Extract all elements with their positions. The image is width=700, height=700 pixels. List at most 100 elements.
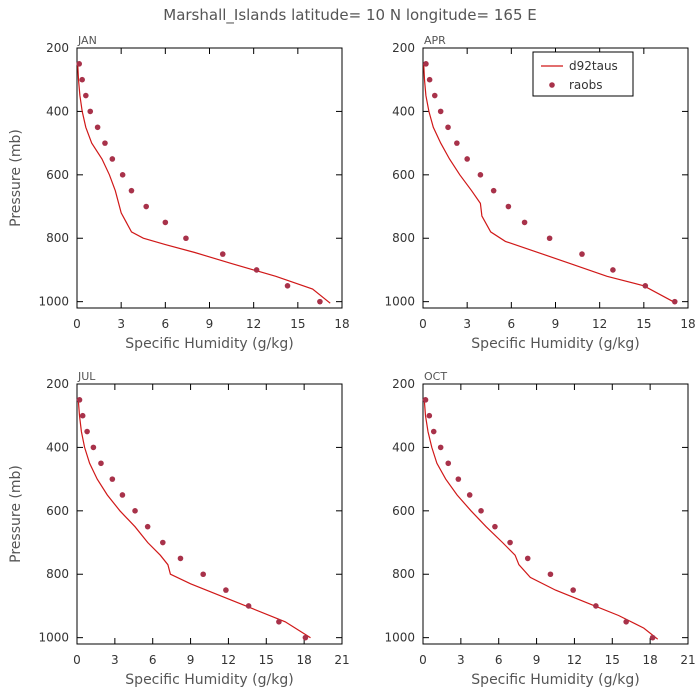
data-point-raobs-oct bbox=[430, 428, 437, 435]
data-point-raobs-jul bbox=[90, 444, 97, 451]
data-point-raobs-jul bbox=[302, 634, 309, 641]
x-tick-label-jan: 18 bbox=[334, 317, 349, 331]
legend-box bbox=[532, 51, 634, 97]
panel-label-oct: OCT bbox=[424, 370, 447, 383]
data-point-raobs-jul bbox=[98, 460, 104, 467]
x-axis-label-jul: Specific Humidity (g/kg) bbox=[125, 672, 293, 688]
data-point-raobs-jul bbox=[160, 539, 166, 546]
data-point-raobs-jan bbox=[109, 156, 116, 162]
data-point-raobs-apr bbox=[642, 283, 649, 289]
data-point-raobs-apr bbox=[490, 187, 497, 194]
data-point-raobs-jan bbox=[284, 283, 291, 289]
x-tick-label-jan: 0 bbox=[73, 317, 81, 331]
data-point-raobs-jan bbox=[219, 251, 226, 257]
data-point-raobs-jan bbox=[94, 124, 101, 131]
panel-label-jan: JAN bbox=[77, 34, 97, 47]
legend-marker-swatch bbox=[549, 82, 555, 88]
data-point-raobs-apr bbox=[546, 235, 553, 242]
x-tick-label-oct: 18 bbox=[643, 653, 658, 667]
panel-jul: JUL 0 3 6 9 12 15 18 21 200 400 600 800 1000 Specific … bbox=[8, 370, 350, 688]
series-line-d92taus-oct bbox=[423, 399, 659, 640]
y-tick-label-jan: 200 bbox=[46, 41, 69, 55]
data-point-raobs-oct bbox=[570, 587, 576, 593]
x-tick-label-jan: 3 bbox=[117, 317, 125, 331]
data-point-raobs-apr bbox=[464, 156, 470, 162]
plot-frame-oct bbox=[422, 383, 689, 645]
data-point-raobs-apr bbox=[610, 267, 616, 273]
data-point-raobs-jul bbox=[223, 587, 229, 593]
x-tick-label-oct: 15 bbox=[605, 653, 620, 667]
y-axis-label-jan: Pressure (mb) bbox=[8, 129, 24, 227]
y-tick-label-oct: 600 bbox=[392, 504, 415, 518]
x-tick-label-oct: 12 bbox=[567, 653, 582, 667]
data-point-raobs-jan bbox=[253, 267, 260, 273]
x-tick-label-oct: 3 bbox=[457, 653, 465, 667]
series-line-d92taus-jan bbox=[77, 63, 331, 304]
x-tick-label-jul: 0 bbox=[73, 653, 81, 667]
data-point-raobs-oct bbox=[524, 555, 531, 562]
panel-label-apr: APR bbox=[424, 34, 446, 47]
panel-jan: JAN 0 3 6 9 12 15 18 200 400 600 800 1000 Specific Hu… bbox=[8, 34, 350, 352]
panel-oct: OCT 0 3 6 9 12 15 18 21 200 400 600 800 1000 Specific … bbox=[384, 370, 695, 688]
y-tick-label-jul: 200 bbox=[46, 377, 69, 391]
data-point-raobs-apr bbox=[431, 92, 438, 99]
data-point-raobs-jan bbox=[79, 76, 85, 83]
plot-frame-jan bbox=[76, 47, 343, 309]
data-point-raobs-jul bbox=[84, 428, 90, 435]
data-point-raobs-apr bbox=[477, 172, 484, 178]
panel-apr: APR 0 3 6 9 12 15 18 200 400 600 800 1000 Specific Hu… bbox=[384, 34, 695, 352]
data-point-raobs-jan bbox=[76, 61, 83, 67]
data-point-raobs-apr bbox=[437, 108, 444, 115]
data-point-raobs-jul bbox=[76, 397, 83, 403]
data-point-raobs-jan bbox=[162, 219, 169, 226]
x-tick-label-jan: 12 bbox=[246, 317, 261, 331]
x-axis-label-apr: Specific Humidity (g/kg) bbox=[471, 336, 639, 352]
x-axis-label-oct: Specific Humidity (g/kg) bbox=[471, 672, 639, 688]
x-tick-label-apr: 15 bbox=[636, 317, 651, 331]
data-point-raobs-jan bbox=[143, 203, 149, 210]
data-point-raobs-apr bbox=[445, 124, 451, 131]
data-point-raobs-oct bbox=[492, 523, 498, 530]
data-point-raobs-jan bbox=[128, 187, 135, 194]
x-tick-label-apr: 9 bbox=[552, 317, 560, 331]
y-tick-label-oct: 200 bbox=[392, 377, 415, 391]
y-tick-label-oct: 1000 bbox=[384, 631, 415, 645]
data-point-raobs-jul bbox=[276, 619, 282, 625]
data-point-raobs-jul bbox=[109, 476, 116, 482]
x-tick-label-jul: 6 bbox=[149, 653, 157, 667]
data-point-raobs-jan bbox=[183, 235, 189, 242]
data-point-raobs-apr bbox=[426, 76, 433, 83]
series-line-d92taus-apr bbox=[423, 63, 674, 303]
data-point-raobs-jul bbox=[177, 555, 184, 562]
x-tick-label-apr: 18 bbox=[680, 317, 695, 331]
x-tick-label-apr: 6 bbox=[508, 317, 516, 331]
data-point-raobs-oct bbox=[478, 508, 484, 514]
legend-apr: d92taus raobs bbox=[532, 51, 634, 97]
y-tick-label-apr: 1000 bbox=[384, 295, 415, 309]
y-tick-label-jul: 400 bbox=[46, 440, 69, 454]
data-point-raobs-jan bbox=[102, 140, 108, 146]
x-tick-label-oct: 0 bbox=[419, 653, 427, 667]
data-point-raobs-apr bbox=[505, 203, 512, 210]
x-axis-label-jan: Specific Humidity (g/kg) bbox=[125, 336, 293, 352]
data-point-raobs-oct bbox=[466, 492, 473, 498]
y-tick-label-jan: 800 bbox=[46, 231, 69, 245]
y-tick-label-jan: 1000 bbox=[38, 295, 69, 309]
y-tick-label-jan: 600 bbox=[46, 168, 69, 182]
data-point-raobs-oct bbox=[455, 476, 462, 482]
data-point-raobs-jul bbox=[119, 492, 126, 498]
data-point-raobs-apr bbox=[671, 298, 678, 305]
y-tick-label-apr: 600 bbox=[392, 168, 415, 182]
data-point-raobs-oct bbox=[547, 571, 554, 578]
legend-entry-model: d92taus bbox=[569, 59, 618, 73]
x-tick-label-oct: 21 bbox=[680, 653, 695, 667]
x-tick-label-apr: 3 bbox=[463, 317, 471, 331]
y-tick-label-apr: 800 bbox=[392, 231, 415, 245]
data-point-raobs-oct bbox=[445, 460, 452, 467]
x-tick-label-jul: 18 bbox=[297, 653, 312, 667]
y-tick-label-oct: 400 bbox=[392, 440, 415, 454]
data-point-raobs-jan bbox=[83, 92, 89, 99]
data-point-raobs-oct bbox=[649, 634, 656, 641]
